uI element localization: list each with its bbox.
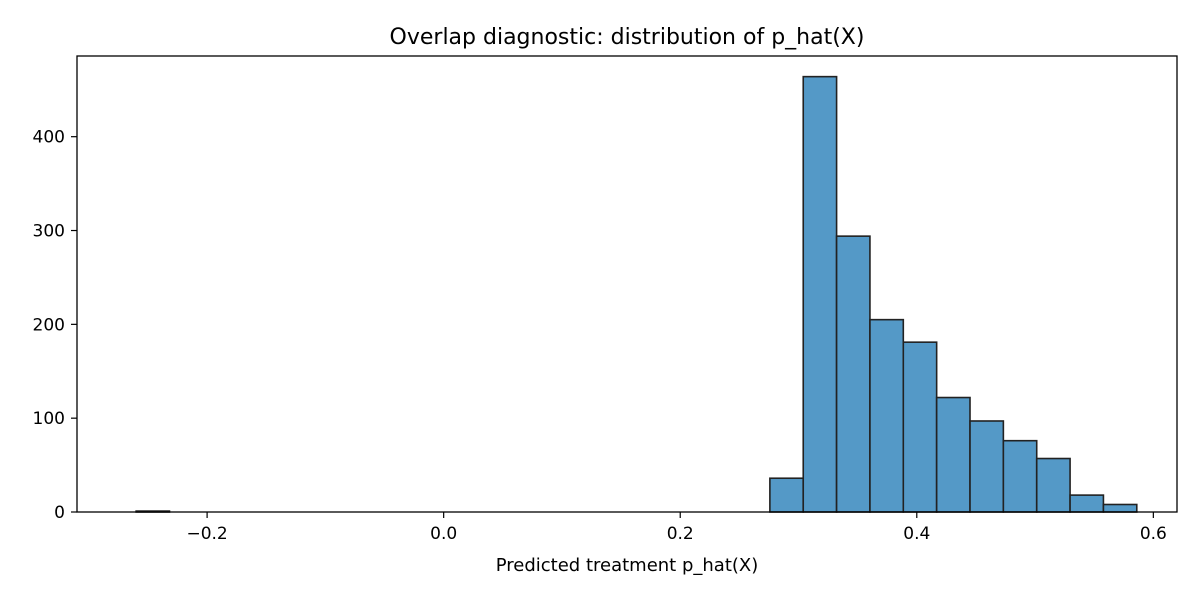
histogram-bar <box>969 420 1005 513</box>
histogram-bar <box>1069 494 1105 513</box>
x-tick-label: 0.4 <box>903 524 930 544</box>
histogram-bar <box>835 235 871 513</box>
y-tick-label: 100 <box>33 409 65 429</box>
histogram-bar <box>935 396 971 513</box>
plot-frame <box>76 55 1178 513</box>
histogram-bar <box>902 341 938 513</box>
histogram-bar <box>802 75 838 513</box>
chart-title: Overlap diagnostic: distribution of p_ha… <box>390 25 865 50</box>
x-tick-label: −0.2 <box>186 524 227 544</box>
histogram-bar <box>869 318 905 513</box>
y-tick-label: 300 <box>33 222 65 242</box>
x-tick-label: 0.6 <box>1140 524 1167 544</box>
y-tick-label: 0 <box>54 503 65 523</box>
histogram-bars <box>135 75 1138 513</box>
x-tick-label: 0.2 <box>667 524 694 544</box>
x-tick-label: 0.0 <box>430 524 457 544</box>
histogram-bar <box>1002 439 1038 513</box>
y-tick-label: 200 <box>33 315 65 335</box>
y-tick-label: 400 <box>33 128 65 148</box>
histogram-bar <box>769 477 805 513</box>
histogram-bar <box>1102 503 1138 513</box>
y-axis: 0 100 200 300 400 <box>33 128 77 523</box>
histogram-bar <box>1035 457 1071 513</box>
x-axis-label: Predicted treatment p_hat(X) <box>496 555 759 576</box>
x-axis: −0.2 0.0 0.2 0.4 0.6 <box>186 512 1167 544</box>
